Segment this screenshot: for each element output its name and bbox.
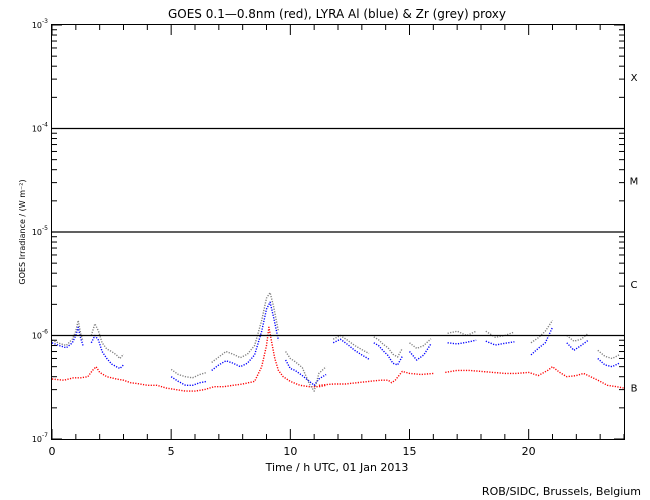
series-trace — [566, 332, 589, 342]
x-axis-label: Time / h UTC, 01 Jan 2013 — [265, 461, 409, 474]
series-trace — [447, 339, 477, 345]
series-trace — [597, 357, 620, 368]
flare-class-label: M — [630, 176, 639, 187]
series-trace — [445, 366, 625, 389]
series-trace — [211, 291, 280, 363]
series-trace — [51, 319, 84, 347]
x-tick-label: 20 — [522, 445, 536, 458]
series-trace — [332, 338, 370, 360]
series-trace — [90, 334, 124, 370]
series-trace — [566, 339, 589, 351]
series-trace — [409, 338, 432, 350]
series-trace — [408, 343, 432, 361]
series-trace — [318, 370, 434, 386]
x-tick-label: 5 — [168, 445, 175, 458]
series-trace — [373, 336, 403, 358]
y-tick-label: 10-4 — [32, 122, 48, 134]
y-axis-label: GOES Irradiance / (W m⁻²) — [18, 179, 27, 284]
plot-frame — [51, 24, 625, 440]
series-trace — [284, 359, 327, 386]
axes: X M C B 0 5 10 15 20 10-7 10-6 10-5 10-4 10-3 — [32, 18, 638, 458]
flare-class-lines — [52, 127, 624, 337]
y-tick-label: 10-3 — [32, 18, 48, 30]
series-trace — [447, 330, 477, 337]
y-tick-label: 10-5 — [32, 225, 48, 237]
series-trace — [170, 376, 208, 386]
series-trace — [51, 326, 327, 392]
flare-class-label: X — [631, 73, 638, 84]
series-trace — [51, 326, 84, 349]
footer-credit: ROB/SIDC, Brussels, Belgium — [482, 485, 641, 498]
data-series — [51, 291, 625, 392]
series-trace — [285, 351, 327, 392]
x-tick-label: 15 — [403, 445, 417, 458]
series-trace — [332, 334, 370, 355]
series-trace — [597, 349, 620, 360]
x-tick-label: 10 — [283, 445, 297, 458]
series-trace — [90, 323, 125, 360]
chart-title: GOES 0.1—0.8nm (red), LYRA Al (blue) & Z… — [168, 7, 506, 21]
flare-class-label: B — [631, 383, 638, 394]
y-tick-label: 10-6 — [32, 329, 48, 341]
flare-class-label: C — [631, 280, 638, 291]
series-trace — [211, 301, 280, 371]
series-trace — [485, 340, 515, 346]
series-trace — [373, 342, 403, 366]
y-tick-label: 10-7 — [32, 432, 48, 444]
series-trace — [485, 330, 515, 338]
x-tick-label: 0 — [49, 445, 56, 458]
series-trace — [530, 320, 554, 344]
series-trace — [170, 368, 208, 379]
